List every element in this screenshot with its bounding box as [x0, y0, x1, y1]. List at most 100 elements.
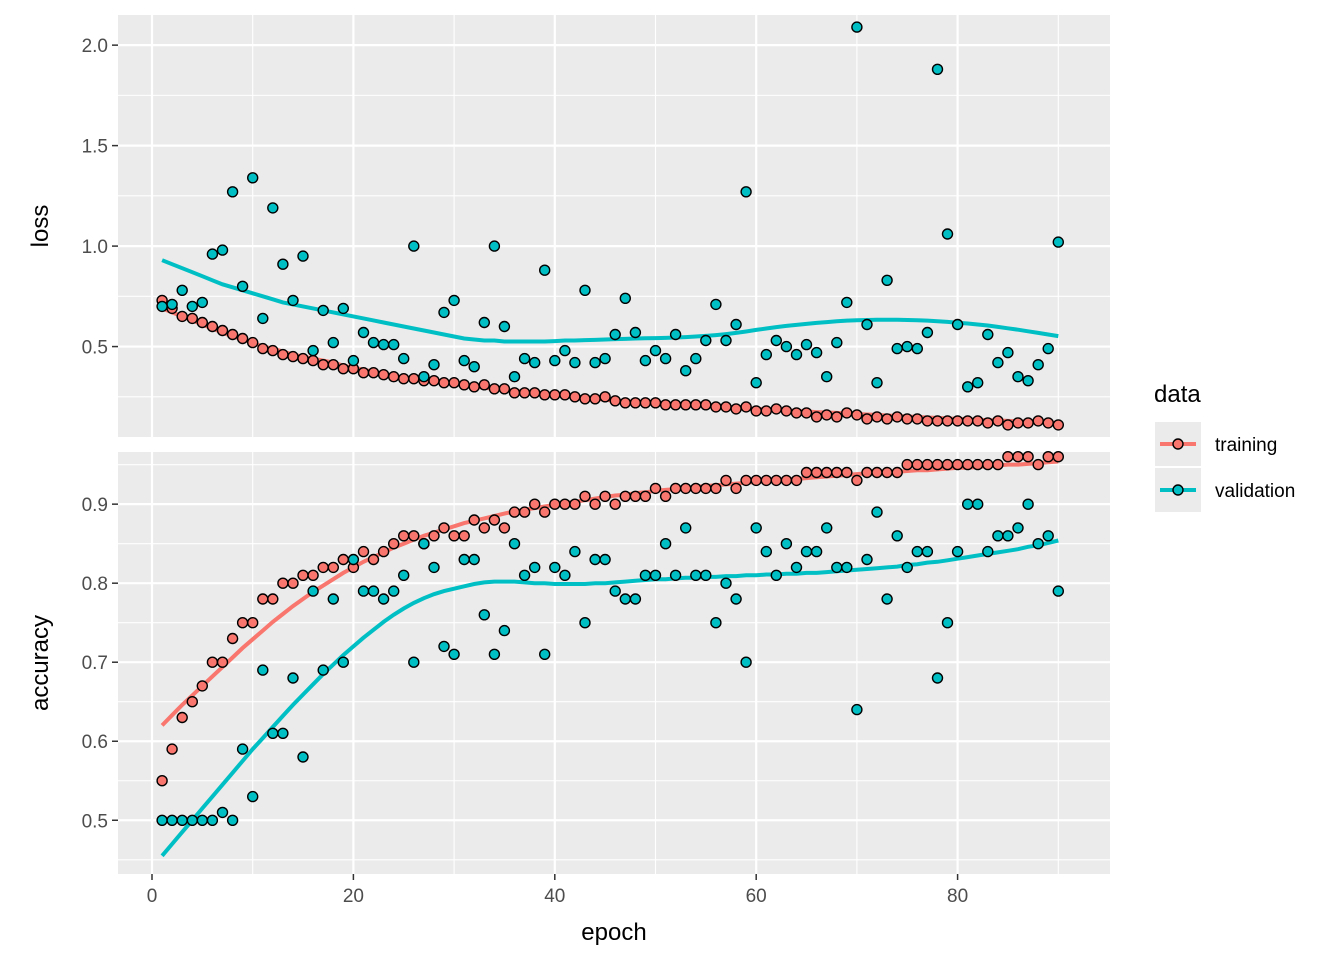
- loss-panel-background: [118, 15, 1110, 437]
- point-validation: [901, 561, 913, 574]
- point-training: [337, 553, 349, 566]
- point-training: [810, 411, 823, 423]
- point-training: [468, 514, 480, 526]
- point-training: [297, 352, 309, 365]
- point-validation: [690, 569, 702, 581]
- point-validation: [267, 202, 279, 214]
- point-validation: [206, 248, 219, 260]
- point-training: [398, 373, 410, 385]
- point-validation: [529, 356, 541, 369]
- point-validation: [780, 340, 793, 353]
- point-validation: [529, 561, 541, 574]
- point-training: [569, 391, 581, 403]
- point-validation: [770, 334, 782, 347]
- point-validation: [418, 538, 430, 550]
- point-validation: [257, 664, 269, 676]
- point-training: [720, 474, 732, 487]
- y-tick-label: 0.7: [82, 653, 108, 674]
- point-training: [549, 389, 561, 401]
- point-training: [750, 405, 762, 417]
- point-training: [206, 656, 219, 668]
- point-validation: [659, 538, 672, 550]
- point-training: [589, 498, 601, 510]
- y-tick-label: 2.0: [82, 36, 108, 57]
- point-validation: [921, 326, 934, 339]
- point-training: [569, 498, 581, 510]
- point-training: [700, 482, 712, 495]
- point-training: [1032, 458, 1044, 471]
- point-training: [518, 506, 531, 518]
- point-training: [599, 391, 611, 403]
- point-validation: [438, 640, 450, 653]
- point-validation: [428, 561, 440, 574]
- point-training: [388, 371, 400, 383]
- point-training: [891, 411, 903, 423]
- point-training: [619, 397, 631, 409]
- point-validation: [790, 561, 803, 574]
- point-training: [770, 474, 782, 487]
- point-validation: [1002, 530, 1014, 542]
- point-training: [206, 320, 219, 333]
- point-validation: [831, 561, 843, 574]
- point-training: [317, 359, 329, 371]
- point-training: [176, 310, 188, 323]
- point-validation: [841, 561, 853, 574]
- point-training: [851, 409, 863, 421]
- point-training: [810, 466, 823, 479]
- point-validation: [690, 352, 702, 365]
- point-validation: [891, 342, 903, 355]
- point-validation: [186, 300, 199, 313]
- point-training: [498, 383, 511, 395]
- point-training: [891, 466, 903, 479]
- point-validation: [619, 593, 631, 605]
- point-validation: [408, 656, 420, 668]
- point-validation: [941, 228, 954, 240]
- point-validation: [770, 569, 782, 581]
- point-training: [750, 474, 762, 487]
- point-training: [267, 593, 279, 605]
- point-validation: [669, 328, 682, 341]
- point-validation: [740, 186, 752, 198]
- point-training: [267, 344, 279, 357]
- point-validation: [760, 545, 772, 558]
- x-tick-label: 0: [147, 886, 158, 907]
- point-training: [982, 417, 994, 429]
- x-axis-title: epoch: [581, 919, 646, 946]
- point-training: [226, 328, 239, 341]
- point-training: [841, 466, 853, 479]
- point-validation: [851, 21, 863, 33]
- point-validation: [992, 530, 1004, 542]
- point-training: [518, 387, 531, 399]
- point-validation: [931, 672, 944, 684]
- point-training: [649, 482, 662, 495]
- point-training: [680, 482, 692, 495]
- axes: 0.5 1.0 1.5 2.0 0.5 0.6 0.7 0.8 0.9 0 20 40 60 80: [82, 36, 969, 907]
- point-training: [740, 401, 752, 413]
- point-training: [609, 498, 621, 510]
- point-validation: [448, 294, 460, 307]
- point-training: [337, 363, 349, 375]
- point-training: [710, 401, 722, 413]
- point-training: [740, 474, 752, 487]
- point-validation: [982, 328, 994, 341]
- point-training: [861, 413, 873, 425]
- point-validation: [871, 506, 883, 518]
- data-points: [156, 21, 1065, 826]
- point-validation: [539, 648, 551, 660]
- point-validation: [1042, 342, 1054, 355]
- point-validation: [851, 703, 863, 716]
- point-validation: [589, 553, 601, 566]
- point-training: [1042, 451, 1054, 463]
- point-training: [1042, 417, 1054, 429]
- legend: data training validation: [1154, 381, 1295, 512]
- point-training: [166, 743, 178, 755]
- point-training: [921, 415, 934, 427]
- point-validation: [669, 569, 682, 581]
- point-validation: [800, 545, 813, 558]
- point-validation: [206, 814, 219, 826]
- point-validation: [236, 743, 249, 755]
- point-validation: [398, 569, 410, 581]
- point-training: [307, 569, 319, 581]
- point-validation: [1012, 522, 1024, 534]
